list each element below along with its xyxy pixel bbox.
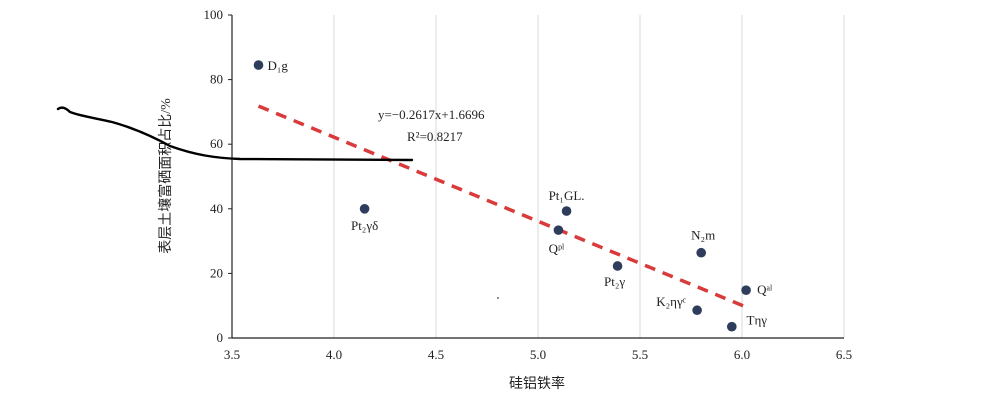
y-tick-label: 80 — [210, 72, 223, 87]
x-tick-label: 6.0 — [734, 347, 750, 362]
data-point — [692, 305, 702, 316]
handwritten-annotation-stroke — [56, 106, 414, 162]
y-tick-label: 60 — [210, 136, 223, 151]
data-point — [359, 204, 370, 214]
axes-layer: 3.5 4.0 4.5 5.0 5.5 6.0 6.5 0 20 40 60 80 100 — [204, 7, 853, 362]
point-label: N₂m — [691, 228, 715, 243]
point-label: Qᵖˡ — [549, 241, 565, 256]
point-label: Pt₁GL. — [549, 188, 585, 203]
stray-dot — [497, 297, 499, 299]
data-point — [253, 60, 264, 70]
point-label: K₂ηγᶜ — [656, 294, 686, 309]
x-axis-title: 硅铝铁率 — [509, 375, 565, 392]
point-label: Tηγ — [747, 313, 768, 328]
grid-layer — [333, 15, 845, 338]
point-label: Pt₂γδ — [351, 218, 378, 233]
x-tick-label: 3.5 — [224, 347, 240, 362]
x-tick-label: 4.0 — [326, 347, 342, 362]
y-tick-label: 40 — [210, 201, 223, 216]
point-labels-layer: D₁g Pt₂γδ Pt₁GL. Qᵖˡ Pt₂γ N₂m Qᵃˡ K₂ηγᶜ Tηγ — [268, 58, 774, 328]
y-tick-label: 100 — [204, 7, 224, 22]
equation-text: y=−0.2617x+1.6696 — [378, 107, 485, 122]
x-tick-label: 5.5 — [632, 347, 648, 362]
y-axis-title: 表层土壤富硒面积占比/% — [157, 98, 174, 254]
data-point — [561, 206, 572, 216]
data-point — [696, 247, 706, 258]
points-layer — [253, 60, 751, 332]
x-tick-label: 4.5 — [428, 347, 444, 362]
x-tick-label: 5.0 — [530, 347, 546, 362]
point-label: D₁g — [268, 58, 289, 73]
data-point — [553, 225, 564, 235]
point-label: Qᵃˡ — [757, 282, 773, 297]
point-label: Pt₂γ — [604, 274, 625, 289]
data-point — [727, 321, 737, 332]
data-point — [612, 261, 623, 271]
r-squared-text: R²=0.8217 — [407, 129, 463, 144]
y-tick-label: 0 — [217, 330, 224, 345]
trendline — [257, 104, 747, 309]
y-tick-label: 20 — [210, 265, 223, 280]
data-point — [741, 285, 751, 295]
x-tick-label: 6.5 — [836, 347, 852, 362]
trendline-layer — [257, 104, 747, 309]
